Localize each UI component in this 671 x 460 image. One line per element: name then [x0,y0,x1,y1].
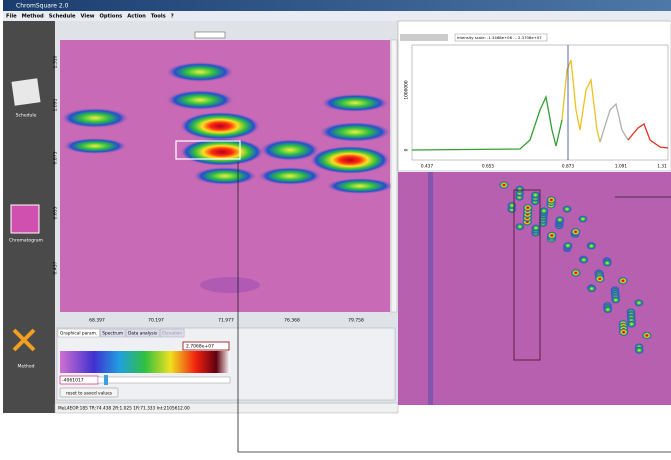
overview-peak [515,185,525,193]
menu-item[interactable]: Schedule [49,14,76,20]
peak [166,90,234,110]
title-bar [3,0,671,11]
status-text: MeL4EOP:185 TR:74.438 2R:1.025 1R:71.333… [58,406,190,412]
peak [61,108,129,128]
peak [258,167,322,185]
schedule-icon[interactable] [11,78,40,105]
toolbar[interactable] [400,34,448,41]
x-tick-label: 1.31 [657,164,667,170]
menu-item[interactable]: File [6,14,17,20]
peak [321,94,389,112]
color-bar [60,351,230,373]
x-tick-label: 76.368 [284,318,300,324]
overview-peak [603,306,613,314]
scrollbar[interactable] [391,40,397,312]
chromatogram-icon[interactable] [11,205,39,233]
peak [319,122,391,142]
x-tick-label: 0.655 [482,164,495,170]
sidebar-item[interactable]: Schedule [16,113,37,119]
x-tick-label: 79.758 [348,318,364,324]
peak [180,112,260,140]
overview-peak [634,299,644,307]
y-tick-label: 1000000 [404,80,410,99]
peak [310,146,390,174]
overview-peak [619,328,629,336]
y-tick-label: 0.655 [53,206,59,219]
menu-item[interactable]: View [81,14,95,20]
overview-peak [515,223,525,231]
overview-2d [398,172,671,405]
overview-peak [578,215,588,223]
tabs: Graphical param. Spectrum Data analysis Ele… [58,329,184,337]
peak [326,178,394,194]
slider[interactable] [98,377,230,383]
chromatogram-panel [398,21,671,171]
peak [200,277,260,293]
overview-peak [586,242,596,250]
overview-streak [428,172,433,405]
y-tick-label: 1.091 [53,98,59,111]
menu-item[interactable]: Method [22,14,44,20]
menu-item[interactable]: Action [127,14,146,20]
x-tick-label: 0.873 [562,164,575,170]
y-tick-label: 0.873 [53,151,59,164]
tab-label[interactable]: Data analysis [128,331,158,337]
sidebar-item[interactable]: Method [18,364,35,370]
peak [193,167,257,185]
overview-peak [642,331,652,339]
menu-item[interactable]: Options [100,14,123,20]
y-tick-label: 1.310 [53,55,59,68]
overview-peak [602,259,612,267]
overview-peak [563,242,573,250]
slider-thumb[interactable] [104,375,108,385]
peak [63,138,127,154]
page: body { margin: 0; width: 671px; height: … [0,0,671,456]
peak [180,138,264,166]
overview-peak [627,320,637,328]
y-tick-label: 0 [404,148,410,151]
screenshot: ChromSquare 2.0 File Method Schedule View Op… [0,0,671,456]
overview-peak [499,181,509,189]
overview-peak [611,296,621,304]
overview-peak [634,346,644,354]
overview-peak [618,277,628,285]
window-title: ChromSquare 2.0 [16,3,69,10]
overview-peak [587,285,597,293]
menu-item[interactable]: ? [171,14,174,20]
x-tick-label: 71.977 [218,318,234,324]
x-tick-label: 1.091 [615,164,628,170]
overview-peak [530,191,540,199]
x-tick-label: 0.437 [421,164,434,170]
tab-label[interactable]: Graphical param. [60,331,97,337]
overview-peak [571,269,581,277]
sidebar-item[interactable]: Chromatogram [9,238,43,244]
tab-label[interactable]: Elevation [162,331,182,337]
reset-button-label[interactable]: reset to saved values [66,391,113,397]
overview-peak [579,256,589,264]
y-tick-label: 0.437 [53,261,59,274]
min-value: -4061017 [62,378,84,384]
overview-peak [523,204,533,212]
x-tick-label: 68.397 [89,318,105,324]
overview-peak [546,196,556,204]
menu-item[interactable]: Tools [151,14,166,20]
x-tick-label: 70.197 [148,318,164,324]
max-value: 2.7068e+07 [186,344,214,350]
intensity-scale: Intensity scale: -1.3468e+06 ... 2.3706e… [457,35,542,40]
overview-peak [547,231,557,239]
body: {"window_title": "ChromSquare 2.0", "men… [0,0,671,456]
overview-peak [571,228,581,236]
overview-peak [555,216,565,224]
overview-peak [531,224,541,232]
peak [166,62,234,82]
overview-peak [562,205,572,213]
tab-label[interactable]: Spectrum [102,331,123,337]
overview-peak [507,201,517,209]
panel-handle[interactable] [195,32,225,38]
overview-peak [595,275,605,283]
